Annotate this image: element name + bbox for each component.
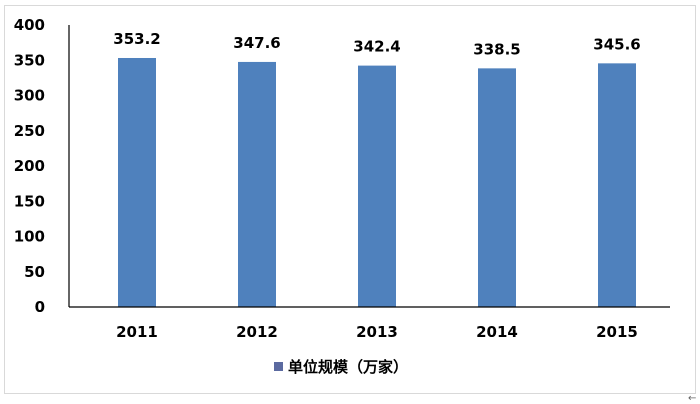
legend-label: 单位规模（万家） [288, 358, 408, 376]
y-tick-label: 400 [14, 16, 45, 34]
y-tick-label: 0 [35, 298, 45, 316]
data-label: 342.4 [353, 38, 400, 56]
data-label: 347.6 [233, 34, 280, 52]
y-tick-label: 350 [14, 51, 45, 69]
y-axis-ticks: 0 50 100 150 200 250 300 350 400 [14, 16, 45, 316]
y-tick-label: 200 [14, 157, 45, 175]
data-label: 345.6 [593, 35, 640, 53]
bar-2014 [478, 68, 516, 307]
x-axis-ticks: 2011 2012 2013 2014 2015 [116, 323, 638, 341]
x-tick-label: 2015 [596, 323, 638, 341]
y-tick-label: 300 [14, 87, 45, 105]
y-tick-label: 150 [14, 192, 45, 210]
data-label: 338.5 [473, 40, 520, 58]
x-tick-label: 2011 [116, 323, 158, 341]
y-tick-label: 250 [14, 122, 45, 140]
bar-2012 [238, 61, 276, 307]
y-tick-label: 100 [14, 228, 45, 246]
x-tick-label: 2014 [476, 323, 518, 341]
bars [118, 57, 636, 307]
bar-2013 [358, 65, 396, 307]
legend-swatch [274, 362, 283, 371]
bar-2015 [598, 63, 636, 307]
x-tick-label: 2012 [236, 323, 278, 341]
legend: 单位规模（万家） [274, 358, 408, 376]
arrow-left-icon: ← [688, 393, 697, 404]
data-labels: 353.2 347.6 342.4 338.5 345.6 [113, 30, 640, 58]
y-tick-label: 50 [24, 263, 45, 281]
bar-2011 [118, 57, 156, 307]
chart-frame [4, 5, 696, 394]
data-label: 353.2 [113, 30, 160, 48]
x-tick-label: 2013 [356, 323, 398, 341]
